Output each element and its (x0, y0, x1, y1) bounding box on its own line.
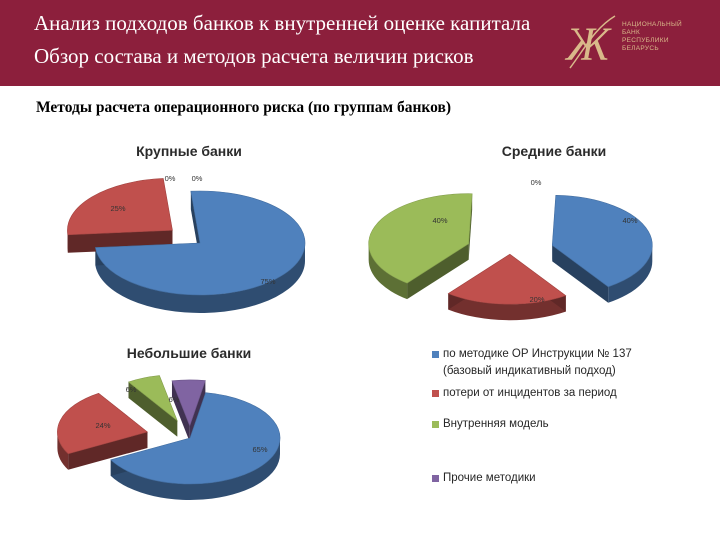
svg-text:Ж: Ж (564, 18, 612, 71)
data-label: 6% (126, 385, 137, 394)
legend-item: по методике ОР Инструкции № 137 (базовый… (432, 346, 652, 379)
data-label: 24% (95, 421, 110, 430)
slide-title: Анализ подходов банков к внутренней оцен… (34, 11, 531, 35)
chart-title: Средние банки (502, 143, 607, 159)
data-label: 25% (110, 204, 125, 213)
monogram-logo-icon: Ж (564, 15, 616, 71)
slide-subtitle: Методы расчета операционного риска (по г… (36, 99, 452, 116)
pie-slice (171, 379, 206, 427)
slide-title-line2: Обзор состава и методов расчета величин … (34, 44, 474, 68)
pie-slice-side (57, 431, 69, 470)
pie-slice-edge (552, 245, 609, 303)
legend-swatch (432, 390, 439, 397)
pie-slice-side (608, 245, 653, 303)
legend-item: Внутренняя модель (432, 416, 652, 433)
pie-slice (551, 195, 653, 288)
pie-slice (67, 178, 173, 236)
pie-slice-edge (407, 243, 469, 300)
bank-logo: Ж НАЦИОНАЛЬНЫЙ БАНК РЕСПУБЛИКИ БЕЛАРУСЬ (560, 8, 710, 80)
chart-title: Небольшие банки (127, 345, 252, 361)
pie-slice (368, 193, 473, 284)
legend-swatch (432, 351, 439, 358)
pie-chart: Небольшие банки 65% 24% 6% 6% (57, 345, 281, 501)
data-label: 0% (165, 174, 176, 183)
pie-slice (127, 375, 178, 422)
pie-slice-side (95, 243, 305, 314)
data-label: 0% (531, 178, 542, 187)
pie-slice-side (448, 293, 566, 321)
legend-swatch (432, 475, 439, 482)
pie-slice-side (110, 438, 280, 501)
data-label: 75% (260, 277, 275, 286)
pie-slice (447, 253, 567, 305)
data-label: 0% (192, 174, 203, 183)
pie-slice (110, 392, 281, 485)
pie-chart: Крупные банки 75% 25% 0% 0% (67, 143, 306, 314)
logo-text: НАЦИОНАЛЬНЫЙ БАНК РЕСПУБЛИКИ БЕЛАРУСЬ (622, 21, 682, 52)
legend-item: потери от инцидентов за период (432, 385, 652, 402)
legend-swatch (432, 420, 439, 428)
data-label: 65% (252, 445, 267, 454)
slide-header: Анализ подходов банков к внутренней оцен… (0, 0, 720, 86)
chart-title: Крупные банки (136, 143, 242, 159)
legend-label: потери от инцидентов за период (443, 387, 617, 399)
pie-slice-edge (128, 381, 178, 437)
pie-slice (57, 392, 149, 455)
data-label: 40% (622, 216, 637, 225)
data-label: 40% (432, 216, 447, 225)
data-label: 20% (529, 295, 544, 304)
legend-label: по методике ОР Инструкции № 137 (базовый… (443, 348, 632, 377)
pie-slice-side (368, 243, 408, 300)
legend-label: Внутренняя модель (443, 417, 549, 430)
data-label: 6% (169, 395, 180, 404)
pie-slice (95, 190, 306, 296)
legend-item: Прочие методики (432, 470, 652, 487)
pie-chart: Средние банки 40% 20% 40% 0% (368, 143, 653, 321)
pie-slice-edge (171, 380, 190, 442)
pie-slice-edge (68, 431, 148, 470)
chart-legend: по методике ОР Инструкции № 137 (базовый… (432, 346, 652, 487)
legend-label: Прочие методики (443, 472, 536, 484)
